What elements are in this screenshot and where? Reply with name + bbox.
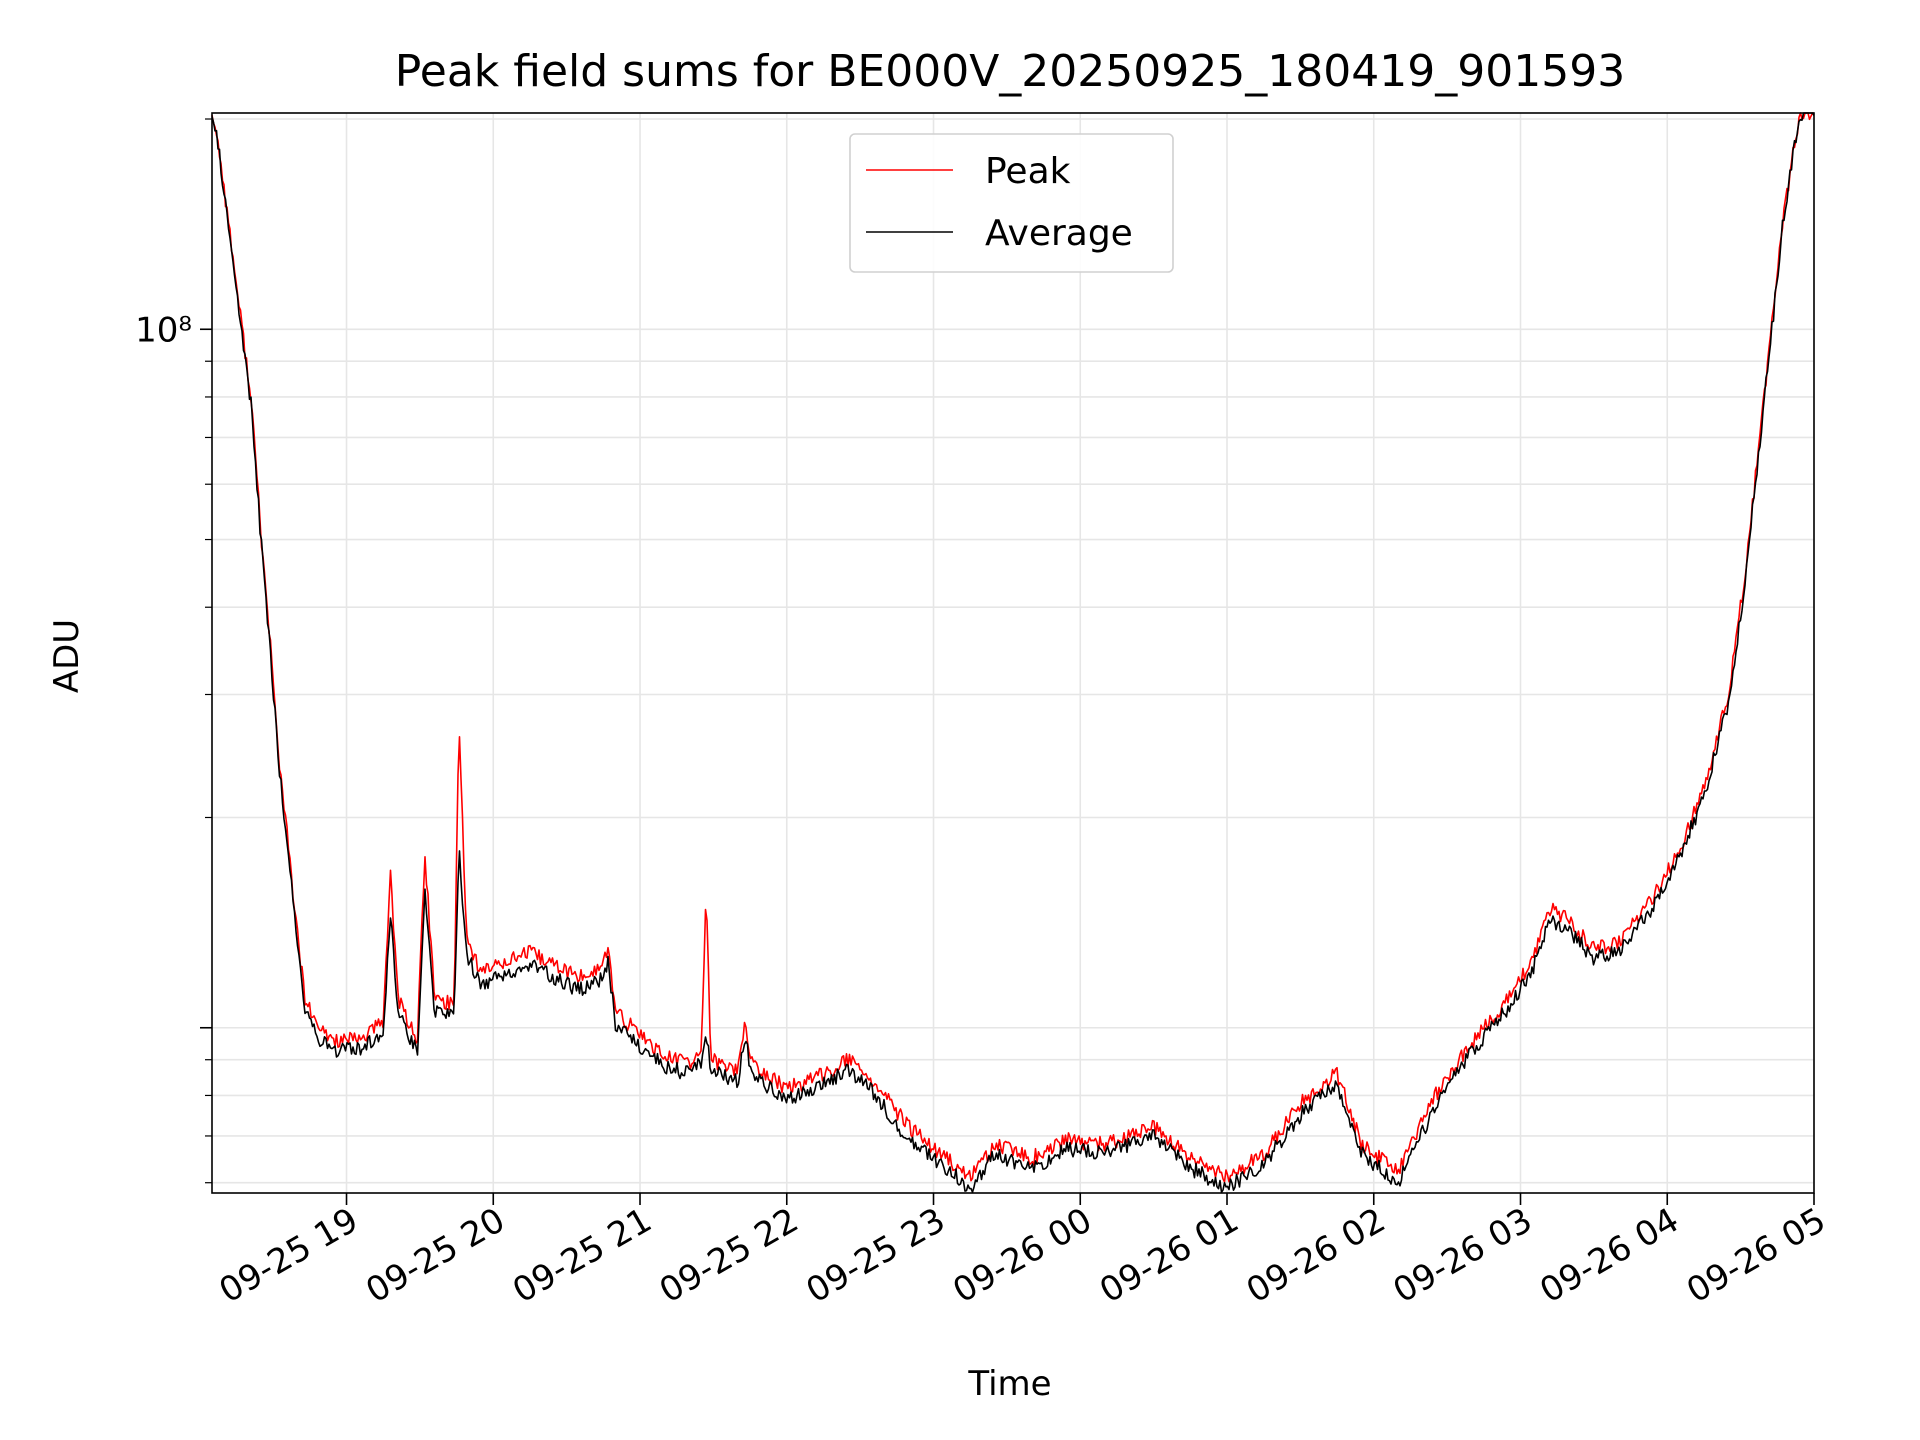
series-line-average bbox=[211, 112, 1815, 1194]
legend-box bbox=[849, 133, 1174, 273]
x-axis-label: Time bbox=[967, 1364, 1051, 1404]
legend-average-label: Average bbox=[985, 213, 1133, 254]
legend-peak-label: Peak bbox=[985, 151, 1071, 192]
series-line-peak bbox=[211, 112, 1814, 1183]
series-layer bbox=[211, 112, 1815, 1194]
legend: Peak Average bbox=[849, 133, 1174, 273]
y-tick-label: 10⁸ bbox=[135, 310, 192, 350]
chart-title: Peak field sums for BE000V_20250925_1804… bbox=[395, 46, 1625, 97]
y-axis-label: ADU bbox=[47, 619, 87, 693]
plot-frame bbox=[211, 112, 1815, 1194]
